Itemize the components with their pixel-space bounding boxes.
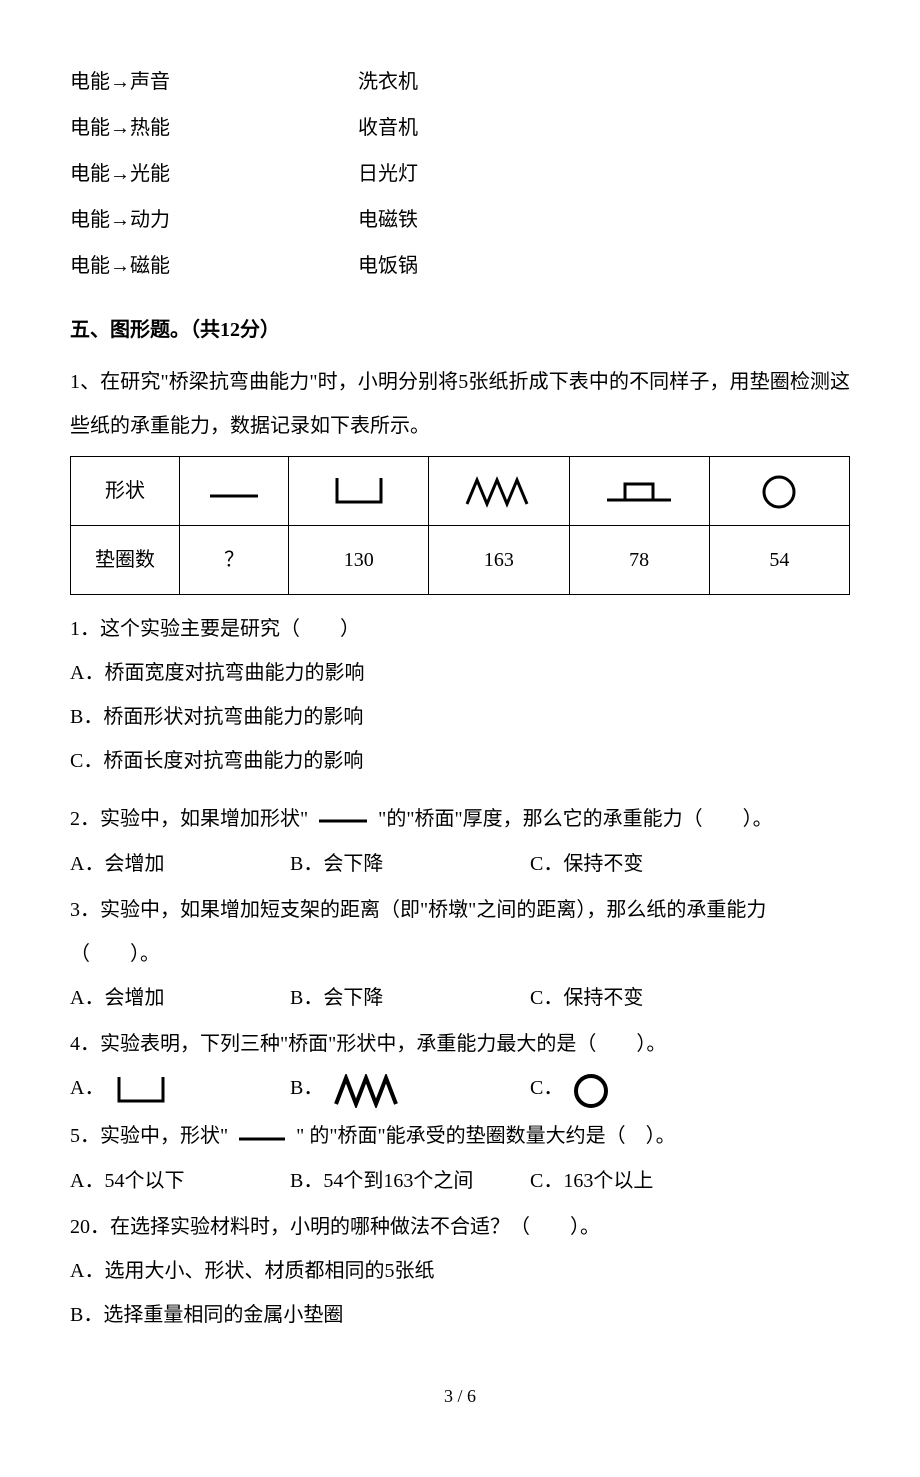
- shape-channel-icon: [289, 457, 429, 526]
- question-text: 3．实验中，如果增加短支架的距离（即"桥墩"之间的距离），那么纸的承重能力（ ）…: [70, 888, 850, 976]
- question-text: 1．这个实验主要是研究（ ）: [70, 607, 850, 651]
- option-a: A．选用大小、形状、材质都相同的5张纸: [70, 1249, 850, 1293]
- sub-question-2: 2．实验中，如果增加形状" "的"桥面"厚度，那么它的承重能力（ ）。 A．会增…: [70, 797, 850, 886]
- option-a: A．54个以下: [70, 1159, 290, 1203]
- row-label: 垫圈数: [71, 526, 180, 595]
- option-b: B．选择重量相同的金属小垫圈: [70, 1293, 850, 1337]
- q-pre: 2．实验中，如果增加形状": [70, 808, 308, 830]
- q-post: "的"桥面"厚度，那么它的承重能力（ ）。: [378, 808, 773, 830]
- option-a: A．会增加: [70, 976, 290, 1020]
- match-row: 电能→声音 洗衣机: [70, 60, 850, 104]
- shape-circle-icon: [709, 457, 849, 526]
- shape-table: 形状 垫圈数 ？ 130 163 78 54: [70, 456, 850, 595]
- table-cell: 130: [289, 526, 429, 595]
- match-right: 电磁铁: [358, 198, 418, 242]
- q-post: " 的"桥面"能承受的垫圈数量大约是（ ）。: [296, 1125, 676, 1147]
- shape-flat-icon: [237, 1115, 287, 1159]
- match-row: 电能→动力 电磁铁: [70, 198, 850, 242]
- page-number: 3 / 6: [70, 1377, 850, 1417]
- sub-question-5: 5．实验中，形状" " 的"桥面"能承受的垫圈数量大约是（ ）。 A．54个以下…: [70, 1114, 850, 1203]
- option-c: C．: [530, 1066, 614, 1111]
- matching-list: 电能→声音 洗衣机 电能→热能 收音机 电能→光能 日光灯 电能→动力 电磁铁 …: [70, 60, 850, 288]
- option-a: A．桥面宽度对抗弯曲能力的影响: [70, 651, 850, 695]
- option-line: A．会增加 B．会下降 C．保持不变: [70, 976, 850, 1020]
- q-pre: 5．实验中，形状": [70, 1125, 228, 1147]
- shape-flat-icon: [180, 457, 289, 526]
- option-c: C．保持不变: [530, 976, 643, 1020]
- match-left: 电能→声音: [70, 60, 358, 104]
- match-right: 洗衣机: [358, 60, 418, 104]
- sub-question-3: 3．实验中，如果增加短支架的距离（即"桥墩"之间的距离），那么纸的承重能力（ ）…: [70, 888, 850, 1020]
- question-intro: 1、在研究"桥梁抗弯曲能力"时，小明分别将5张纸折成下表中的不同样子，用垫圈检测…: [70, 360, 850, 448]
- match-left: 电能→热能: [70, 106, 358, 150]
- opt-c-pre: C．: [530, 1077, 563, 1099]
- option-b: B．: [290, 1066, 530, 1111]
- table-cell: 78: [569, 526, 709, 595]
- option-b: B．54个到163个之间: [290, 1159, 530, 1203]
- shape-channel-icon: [113, 1068, 169, 1112]
- shape-flat-icon: [317, 798, 369, 842]
- match-left: 电能→磁能: [70, 244, 358, 288]
- option-c: C．保持不变: [530, 842, 643, 886]
- match-row: 电能→光能 日光灯: [70, 152, 850, 196]
- shape-box-icon: [569, 457, 709, 526]
- table-header-label: 形状: [71, 457, 180, 526]
- option-a: A．: [70, 1066, 290, 1111]
- option-a: A．会增加: [70, 842, 290, 886]
- option-c: C．桥面长度对抗弯曲能力的影响: [70, 739, 850, 783]
- section-title: 五、图形题。（共12分）: [70, 308, 850, 352]
- sub-question-1: 1．这个实验主要是研究（ ） A．桥面宽度对抗弯曲能力的影响 B．桥面形状对抗弯…: [70, 607, 850, 783]
- table-cell: 163: [429, 526, 569, 595]
- question-text: 2．实验中，如果增加形状" "的"桥面"厚度，那么它的承重能力（ ）。: [70, 797, 850, 842]
- option-c: C．163个以上: [530, 1159, 653, 1203]
- shape-wave-icon: [332, 1068, 404, 1112]
- opt-a-pre: A．: [70, 1077, 104, 1099]
- match-right: 电饭锅: [358, 244, 418, 288]
- table-row: 形状: [71, 457, 850, 526]
- question-text: 20．在选择实验材料时，小明的哪种做法不合适？（ ）。: [70, 1205, 850, 1249]
- table-cell: 54: [709, 526, 849, 595]
- option-b: B．会下降: [290, 976, 530, 1020]
- match-left: 电能→光能: [70, 152, 358, 196]
- match-right: 日光灯: [358, 152, 418, 196]
- match-right: 收音机: [358, 106, 418, 150]
- shape-wave-icon: [429, 457, 569, 526]
- option-line: A．会增加 B．会下降 C．保持不变: [70, 842, 850, 886]
- option-line: A．54个以下 B．54个到163个之间 C．163个以上: [70, 1159, 850, 1203]
- opt-b-pre: B．: [290, 1077, 323, 1099]
- table-cell: ？: [180, 526, 289, 595]
- sub-question-20: 20．在选择实验材料时，小明的哪种做法不合适？（ ）。 A．选用大小、形状、材质…: [70, 1205, 850, 1337]
- option-b: B．会下降: [290, 842, 530, 886]
- match-left: 电能→动力: [70, 198, 358, 242]
- option-line: A． B． C．: [70, 1066, 850, 1111]
- question-text: 4．实验表明，下列三种"桥面"形状中，承重能力最大的是（ ）。: [70, 1022, 850, 1066]
- question-text: 5．实验中，形状" " 的"桥面"能承受的垫圈数量大约是（ ）。: [70, 1114, 850, 1159]
- match-row: 电能→热能 收音机: [70, 106, 850, 150]
- table-row: 垫圈数 ？ 130 163 78 54: [71, 526, 850, 595]
- match-row: 电能→磁能 电饭锅: [70, 244, 850, 288]
- sub-question-4: 4．实验表明，下列三种"桥面"形状中，承重能力最大的是（ ）。 A． B． C．: [70, 1022, 850, 1111]
- shape-circle-icon: [572, 1068, 610, 1112]
- option-b: B．桥面形状对抗弯曲能力的影响: [70, 695, 850, 739]
